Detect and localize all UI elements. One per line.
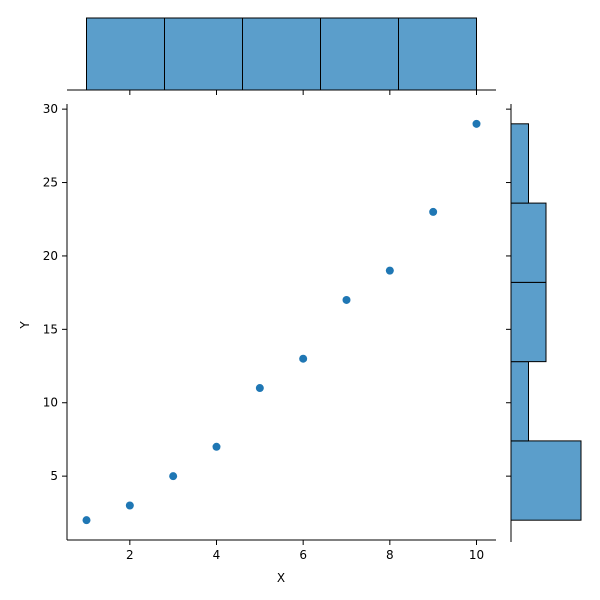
marginal-x-bar: [398, 17, 477, 91]
x-axis-label: X: [277, 571, 285, 585]
x-tick-label: 4: [213, 548, 221, 562]
y-tick-label: 5: [50, 469, 58, 483]
x-axis-ticks: 2 4 6 8 10: [126, 540, 484, 562]
marginal-y-bar: [510, 123, 529, 204]
scatter-point: [342, 295, 351, 304]
x-tick-label: 6: [299, 548, 307, 562]
scatter-axes: [66, 104, 496, 541]
y-tick-label: 30: [43, 102, 58, 116]
scatter-point: [429, 207, 438, 216]
marginal-y-bar: [510, 281, 547, 363]
scatter-point: [299, 354, 308, 363]
x-tick-label: 2: [126, 548, 134, 562]
y-axis-label: Y: [18, 321, 32, 330]
marginal-x-bar: [242, 17, 321, 91]
marginal-y-histogram: [506, 104, 582, 542]
scatter-point: [169, 472, 178, 481]
marginal-y-bar: [510, 202, 547, 283]
marginal-x-histogram: [67, 17, 496, 95]
y-tick-label: 20: [43, 249, 58, 263]
scatter-points: [82, 119, 481, 525]
scatter-point: [125, 501, 134, 510]
marginal-x-bar: [86, 17, 165, 91]
marginal-y-bar: [510, 440, 582, 521]
y-tick-label: 10: [43, 396, 58, 410]
y-axis-ticks: 5 10 15 20 25 30: [43, 102, 67, 483]
x-tick-label: 10: [469, 548, 484, 562]
marginal-x-bar: [164, 17, 243, 91]
scatter-point: [385, 266, 394, 275]
scatter-point: [255, 384, 264, 393]
y-tick-label: 25: [43, 176, 58, 190]
marginal-y-bar: [510, 361, 529, 442]
scatter-point: [212, 442, 221, 451]
x-tick-label: 8: [386, 548, 394, 562]
scatter-point: [82, 516, 91, 525]
marginal-x-bar: [320, 17, 399, 91]
scatter-point: [472, 119, 481, 128]
y-tick-label: 15: [43, 322, 58, 336]
